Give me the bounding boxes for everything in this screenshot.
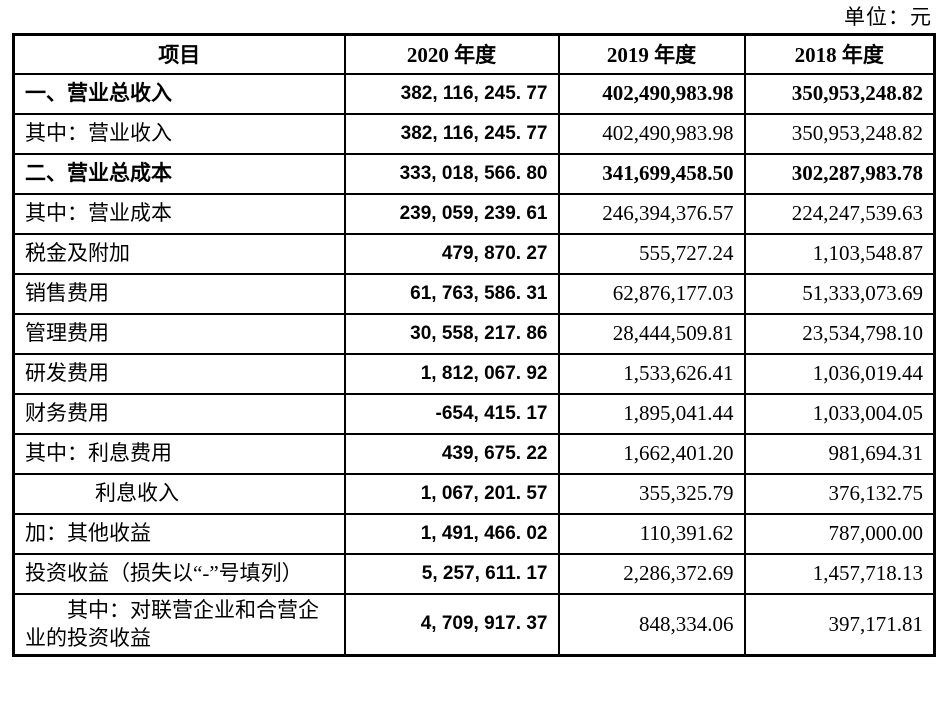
item-label-cell: 投资收益（损失以“-”号填列） [12, 552, 346, 595]
value-2018-cell: 302,287,983.78 [743, 152, 936, 195]
header-2019-cell: 2019 年度 [557, 33, 746, 75]
income-statement-table: 项目 2020 年度 2019 年度 2018 年度 一、营业总收入 382, 116,… [12, 33, 936, 657]
header-item-cell: 项目 [12, 33, 346, 75]
value-2018-cell: 350,953,248.82 [743, 112, 936, 155]
value-2019-cell: 402,490,983.98 [557, 112, 746, 155]
table-row: 利息收入 1, 067, 201. 57 355,325.79 376,132.75 [12, 472, 936, 515]
item-label-cell: 一、营业总收入 [12, 72, 346, 115]
table-row: 其中：营业收入 382, 116, 245. 77 402,490,983.98 35… [12, 112, 936, 155]
item-label-cell: 管理费用 [12, 312, 346, 355]
item-label-cell: 加：其他收益 [12, 512, 346, 555]
table-row: 税金及附加 479, 870. 27 555,727.24 1,103,548.87 [12, 232, 936, 275]
item-label-cell: 税金及附加 [12, 232, 346, 275]
value-2020-cell: 61, 763, 586. 31 [343, 272, 560, 315]
value-2020-cell: 30, 558, 217. 86 [343, 312, 560, 355]
item-label-cell: 其中：营业成本 [12, 192, 346, 235]
value-2018-cell: 981,694.31 [743, 432, 936, 475]
header-2020-cell: 2020 年度 [343, 33, 560, 75]
table-row: 其中：营业成本 239, 059, 239. 61 246,394,376.57 22… [12, 192, 936, 235]
item-label-cell: 研发费用 [12, 352, 346, 395]
value-2019-cell: 246,394,376.57 [557, 192, 746, 235]
value-2020-cell: 239, 059, 239. 61 [343, 192, 560, 235]
table-body: 一、营业总收入 382, 116, 245. 77 402,490,983.98 35… [12, 72, 936, 657]
value-2018-cell: 224,247,539.63 [743, 192, 936, 235]
value-2019-cell: 110,391.62 [557, 512, 746, 555]
value-2020-cell: 4, 709, 917. 37 [343, 592, 560, 657]
value-2019-cell: 1,895,041.44 [557, 392, 746, 435]
table-header: 项目 2020 年度 2019 年度 2018 年度 [12, 33, 936, 75]
value-2018-cell: 376,132.75 [743, 472, 936, 515]
unit-label: 单位：元 [844, 5, 932, 29]
table-row: 其中：对联营企业和合营企业的投资收益 4, 709, 917. 37 848,334… [12, 592, 936, 657]
table-row: 二、营业总成本 333, 018, 566. 80 341,699,458.50 30… [12, 152, 936, 195]
table-row: 管理费用 30, 558, 217. 86 28,444,509.81 23,534,… [12, 312, 936, 355]
value-2018-cell: 397,171.81 [743, 592, 936, 657]
value-2019-cell: 341,699,458.50 [557, 152, 746, 195]
value-2019-cell: 355,325.79 [557, 472, 746, 515]
item-label-cell: 销售费用 [12, 272, 346, 315]
table-row: 财务费用 -654, 415. 17 1,895,041.44 1,033,004.0… [12, 392, 936, 435]
table-row: 销售费用 61, 763, 586. 31 62,876,177.03 51,333,… [12, 272, 936, 315]
value-2020-cell: 1, 491, 466. 02 [343, 512, 560, 555]
value-2019-cell: 28,444,509.81 [557, 312, 746, 355]
value-2019-cell: 62,876,177.03 [557, 272, 746, 315]
value-2019-cell: 555,727.24 [557, 232, 746, 275]
value-2020-cell: 382, 116, 245. 77 [343, 72, 560, 115]
item-label-cell: 二、营业总成本 [12, 152, 346, 195]
table-row: 研发费用 1, 812, 067. 92 1,533,626.41 1,036,019… [12, 352, 936, 395]
value-2019-cell: 848,334.06 [557, 592, 746, 657]
item-label-cell: 利息收入 [12, 472, 346, 515]
value-2018-cell: 1,457,718.13 [743, 552, 936, 595]
value-2019-cell: 1,533,626.41 [557, 352, 746, 395]
value-2020-cell: 1, 812, 067. 92 [343, 352, 560, 395]
item-label-cell: 财务费用 [12, 392, 346, 435]
value-2018-cell: 1,103,548.87 [743, 232, 936, 275]
value-2020-cell: 439, 675. 22 [343, 432, 560, 475]
header-2018-cell: 2018 年度 [743, 33, 936, 75]
value-2018-cell: 1,036,019.44 [743, 352, 936, 395]
value-2020-cell: 479, 870. 27 [343, 232, 560, 275]
item-label-cell: 其中：利息费用 [12, 432, 346, 475]
value-2018-cell: 23,534,798.10 [743, 312, 936, 355]
value-2018-cell: 350,953,248.82 [743, 72, 936, 115]
value-2020-cell: -654, 415. 17 [343, 392, 560, 435]
value-2019-cell: 2,286,372.69 [557, 552, 746, 595]
value-2020-cell: 1, 067, 201. 57 [343, 472, 560, 515]
table-row: 一、营业总收入 382, 116, 245. 77 402,490,983.98 35… [12, 72, 936, 115]
value-2020-cell: 333, 018, 566. 80 [343, 152, 560, 195]
table-row: 投资收益（损失以“-”号填列） 5, 257, 611. 17 2,286,372.… [12, 552, 936, 595]
value-2019-cell: 402,490,983.98 [557, 72, 746, 115]
value-2018-cell: 787,000.00 [743, 512, 936, 555]
value-2020-cell: 382, 116, 245. 77 [343, 112, 560, 155]
item-label-cell: 其中：营业收入 [12, 112, 346, 155]
value-2018-cell: 1,033,004.05 [743, 392, 936, 435]
value-2019-cell: 1,662,401.20 [557, 432, 746, 475]
item-label-cell: 其中：对联营企业和合营企业的投资收益 [12, 592, 346, 657]
table-header-row: 项目 2020 年度 2019 年度 2018 年度 [12, 33, 936, 75]
table-row: 其中：利息费用 439, 675. 22 1,662,401.20 981,694.3… [12, 432, 936, 475]
value-2020-cell: 5, 257, 611. 17 [343, 552, 560, 595]
table-row: 加：其他收益 1, 491, 466. 02 110,391.62 787,000.0… [12, 512, 936, 555]
value-2018-cell: 51,333,073.69 [743, 272, 936, 315]
